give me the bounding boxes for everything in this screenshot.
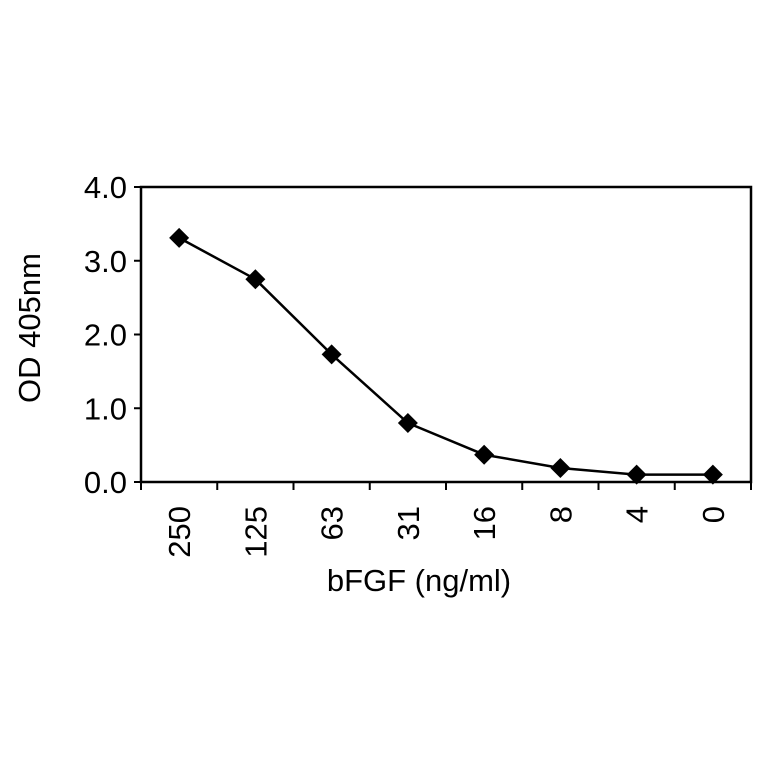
y-tick-label: 1.0 <box>84 391 127 426</box>
x-axis-label: bFGF (ng/ml) <box>327 563 511 598</box>
y-tick-label: 2.0 <box>84 318 127 353</box>
x-tick-label: 16 <box>467 506 502 540</box>
series-line <box>178 236 713 476</box>
x-tick-label: 63 <box>315 506 350 540</box>
y-tick-label: 4.0 <box>84 170 127 205</box>
data-point-marker <box>474 444 495 465</box>
series-layer <box>169 227 723 485</box>
y-tick-label: 3.0 <box>84 244 127 279</box>
x-tick-label: 250 <box>162 506 197 558</box>
data-point-marker <box>169 227 190 248</box>
data-point-marker <box>626 464 647 485</box>
data-point-marker <box>245 269 266 290</box>
x-tick-label: 0 <box>696 506 731 523</box>
data-point-marker <box>321 344 342 365</box>
x-tick-label: 8 <box>543 506 578 523</box>
x-axis: 250 125 63 31 16 8 4 0 <box>140 482 752 558</box>
x-tick-label: 4 <box>620 506 655 523</box>
x-tick-label: 125 <box>238 506 273 558</box>
y-axis-label: OD 405nm <box>12 253 47 403</box>
y-tick-label: 0.0 <box>84 465 127 500</box>
data-point-marker <box>702 464 723 485</box>
y-axis: 0.0 1.0 2.0 3.0 4.0 <box>84 170 141 500</box>
data-point-marker <box>397 413 418 433</box>
data-point-marker <box>550 457 571 478</box>
x-tick-label: 31 <box>391 506 426 540</box>
